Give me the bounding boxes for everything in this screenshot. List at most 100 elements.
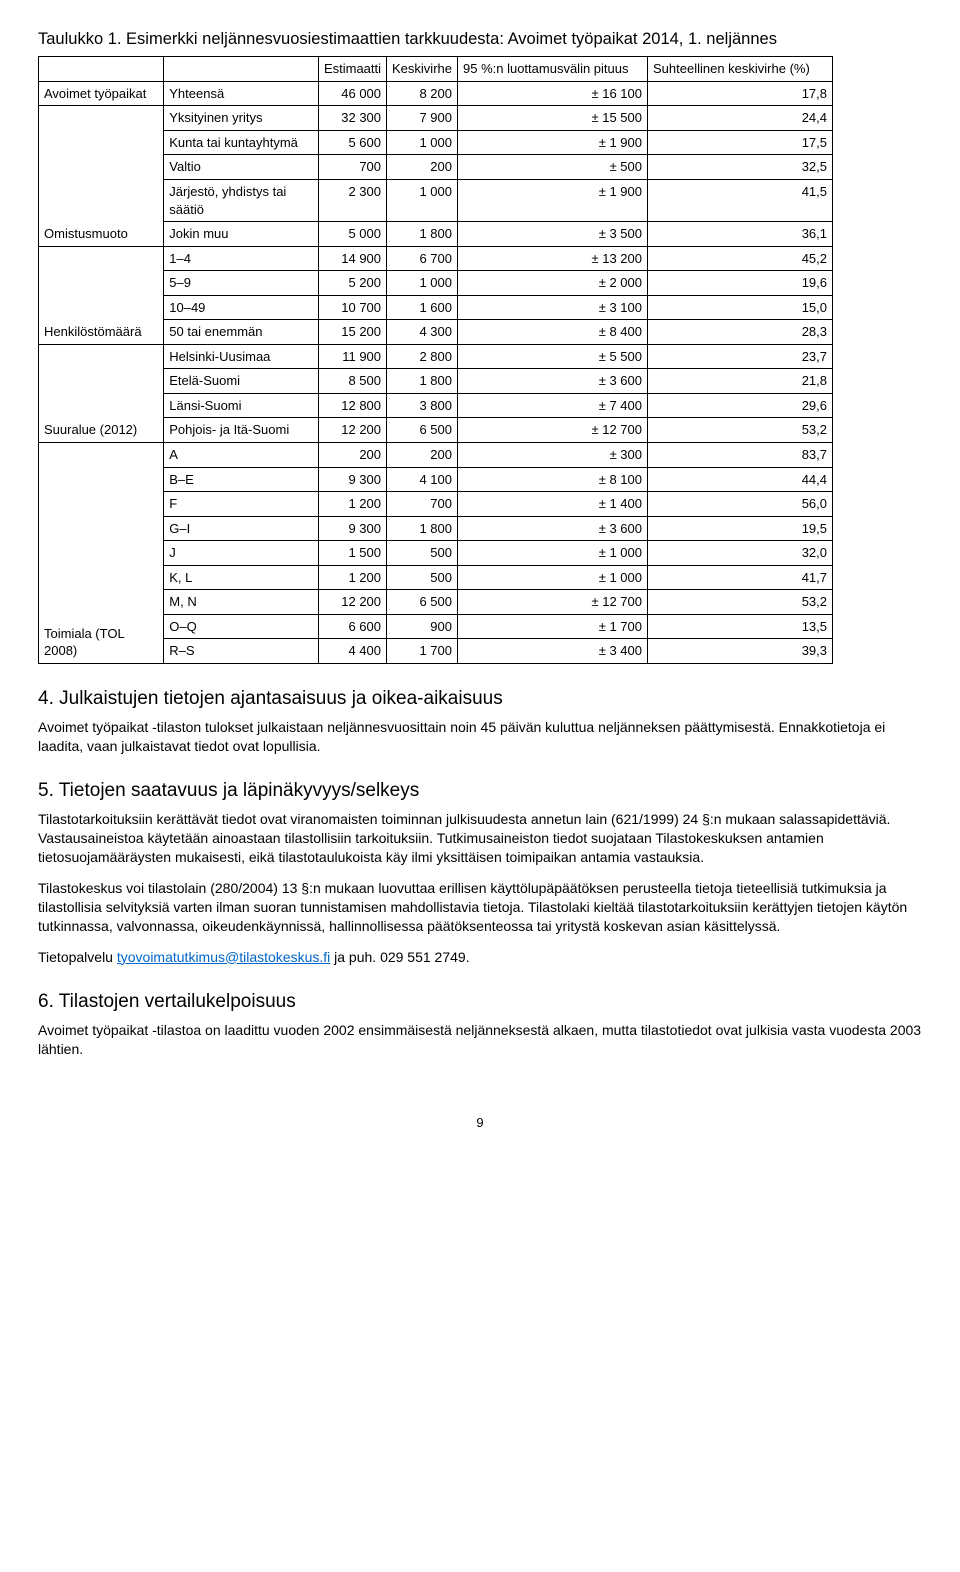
row-name: Jokin muu xyxy=(164,222,319,247)
cell-rel: 32,5 xyxy=(648,155,833,180)
cell-est: 2 300 xyxy=(318,180,386,222)
cell-rel: 29,6 xyxy=(648,393,833,418)
cell-rel: 17,5 xyxy=(648,130,833,155)
contact-email-link[interactable]: tyovoimatutkimus@tilastokeskus.fi xyxy=(117,949,330,965)
row-name: F xyxy=(164,492,319,517)
cell-rel: 19,5 xyxy=(648,516,833,541)
cell-rel: 23,7 xyxy=(648,344,833,369)
data-table: Estimaatti Keskivirhe 95 %:n luottamusvä… xyxy=(38,56,833,664)
cell-est: 1 200 xyxy=(318,492,386,517)
section-5-title: 5. Tietojen saatavuus ja läpinäkyvyys/se… xyxy=(38,778,922,804)
row-name: Valtio xyxy=(164,155,319,180)
row-name: B–E xyxy=(164,467,319,492)
cell-ci: ± 16 100 xyxy=(458,81,648,106)
page-number: 9 xyxy=(38,1114,922,1132)
row-group-label: Henkilöstömäärä xyxy=(39,246,164,344)
col-rel: Suhteellinen keskivirhe (%) xyxy=(648,57,833,82)
cell-est: 46 000 xyxy=(318,81,386,106)
cell-est: 1 200 xyxy=(318,565,386,590)
cell-rel: 41,7 xyxy=(648,565,833,590)
col-blank-2 xyxy=(164,57,319,82)
row-group-label: Suuralue (2012) xyxy=(39,344,164,442)
cell-rel: 44,4 xyxy=(648,467,833,492)
cell-se: 200 xyxy=(387,155,458,180)
cell-ci: ± 300 xyxy=(458,443,648,468)
row-name: Helsinki-Uusimaa xyxy=(164,344,319,369)
section-5-paragraph-1: Tilastotarkoituksiin kerättävät tiedot o… xyxy=(38,810,922,868)
table-row: Avoimet työpaikatYhteensä46 0008 200± 16… xyxy=(39,81,833,106)
row-name: Länsi-Suomi xyxy=(164,393,319,418)
cell-se: 500 xyxy=(387,565,458,590)
row-name: 5–9 xyxy=(164,271,319,296)
row-name: M, N xyxy=(164,590,319,615)
section-4-paragraph: Avoimet työpaikat -tilaston tulokset jul… xyxy=(38,718,922,757)
row-name: Kunta tai kuntayhtymä xyxy=(164,130,319,155)
cell-ci: ± 8 100 xyxy=(458,467,648,492)
cell-est: 4 400 xyxy=(318,639,386,664)
row-name: Etelä-Suomi xyxy=(164,369,319,394)
cell-se: 1 800 xyxy=(387,516,458,541)
cell-rel: 19,6 xyxy=(648,271,833,296)
section-5-paragraph-3: Tietopalvelu tyovoimatutkimus@tilastokes… xyxy=(38,948,922,967)
cell-se: 6 500 xyxy=(387,590,458,615)
cell-ci: ± 1 000 xyxy=(458,565,648,590)
table-body: Avoimet työpaikatYhteensä46 0008 200± 16… xyxy=(39,81,833,663)
table-row: OmistusmuotoYksityinen yritys32 3007 900… xyxy=(39,106,833,131)
col-blank-1 xyxy=(39,57,164,82)
cell-rel: 24,4 xyxy=(648,106,833,131)
contact-suffix: ja puh. 029 551 2749. xyxy=(330,949,469,965)
cell-se: 2 800 xyxy=(387,344,458,369)
contact-prefix: Tietopalvelu xyxy=(38,949,117,965)
row-group-label: Avoimet työpaikat xyxy=(39,81,164,106)
cell-ci: ± 3 100 xyxy=(458,295,648,320)
cell-rel: 13,5 xyxy=(648,614,833,639)
cell-ci: ± 1 400 xyxy=(458,492,648,517)
row-name: K, L xyxy=(164,565,319,590)
row-name: 50 tai enemmän xyxy=(164,320,319,345)
cell-rel: 53,2 xyxy=(648,418,833,443)
table-row: Henkilöstömäärä1–414 9006 700± 13 20045,… xyxy=(39,246,833,271)
cell-est: 11 900 xyxy=(318,344,386,369)
cell-rel: 39,3 xyxy=(648,639,833,664)
cell-est: 9 300 xyxy=(318,516,386,541)
cell-est: 15 200 xyxy=(318,320,386,345)
cell-se: 8 200 xyxy=(387,81,458,106)
section-4-title: 4. Julkaistujen tietojen ajantasaisuus j… xyxy=(38,686,922,712)
col-estimate: Estimaatti xyxy=(318,57,386,82)
row-group-label: Omistusmuoto xyxy=(39,106,164,246)
row-name: 1–4 xyxy=(164,246,319,271)
cell-se: 1 800 xyxy=(387,222,458,247)
row-name: J xyxy=(164,541,319,566)
cell-est: 10 700 xyxy=(318,295,386,320)
cell-rel: 45,2 xyxy=(648,246,833,271)
cell-est: 9 300 xyxy=(318,467,386,492)
cell-rel: 15,0 xyxy=(648,295,833,320)
cell-est: 5 200 xyxy=(318,271,386,296)
cell-se: 200 xyxy=(387,443,458,468)
cell-est: 200 xyxy=(318,443,386,468)
cell-est: 6 600 xyxy=(318,614,386,639)
cell-se: 4 300 xyxy=(387,320,458,345)
cell-ci: ± 1 900 xyxy=(458,180,648,222)
cell-ci: ± 1 000 xyxy=(458,541,648,566)
cell-se: 700 xyxy=(387,492,458,517)
cell-ci: ± 3 400 xyxy=(458,639,648,664)
cell-rel: 41,5 xyxy=(648,180,833,222)
cell-rel: 53,2 xyxy=(648,590,833,615)
cell-ci: ± 8 400 xyxy=(458,320,648,345)
cell-se: 6 500 xyxy=(387,418,458,443)
section-5-paragraph-2: Tilastokeskus voi tilastolain (280/2004)… xyxy=(38,879,922,937)
table-row: Suuralue (2012)Helsinki-Uusimaa11 9002 8… xyxy=(39,344,833,369)
cell-ci: ± 7 400 xyxy=(458,393,648,418)
row-name: A xyxy=(164,443,319,468)
row-name: Pohjois- ja Itä-Suomi xyxy=(164,418,319,443)
cell-se: 1 000 xyxy=(387,130,458,155)
cell-rel: 83,7 xyxy=(648,443,833,468)
cell-ci: ± 1 700 xyxy=(458,614,648,639)
cell-est: 12 800 xyxy=(318,393,386,418)
cell-se: 1 000 xyxy=(387,180,458,222)
cell-ci: ± 1 900 xyxy=(458,130,648,155)
cell-rel: 32,0 xyxy=(648,541,833,566)
cell-se: 900 xyxy=(387,614,458,639)
row-name: O–Q xyxy=(164,614,319,639)
